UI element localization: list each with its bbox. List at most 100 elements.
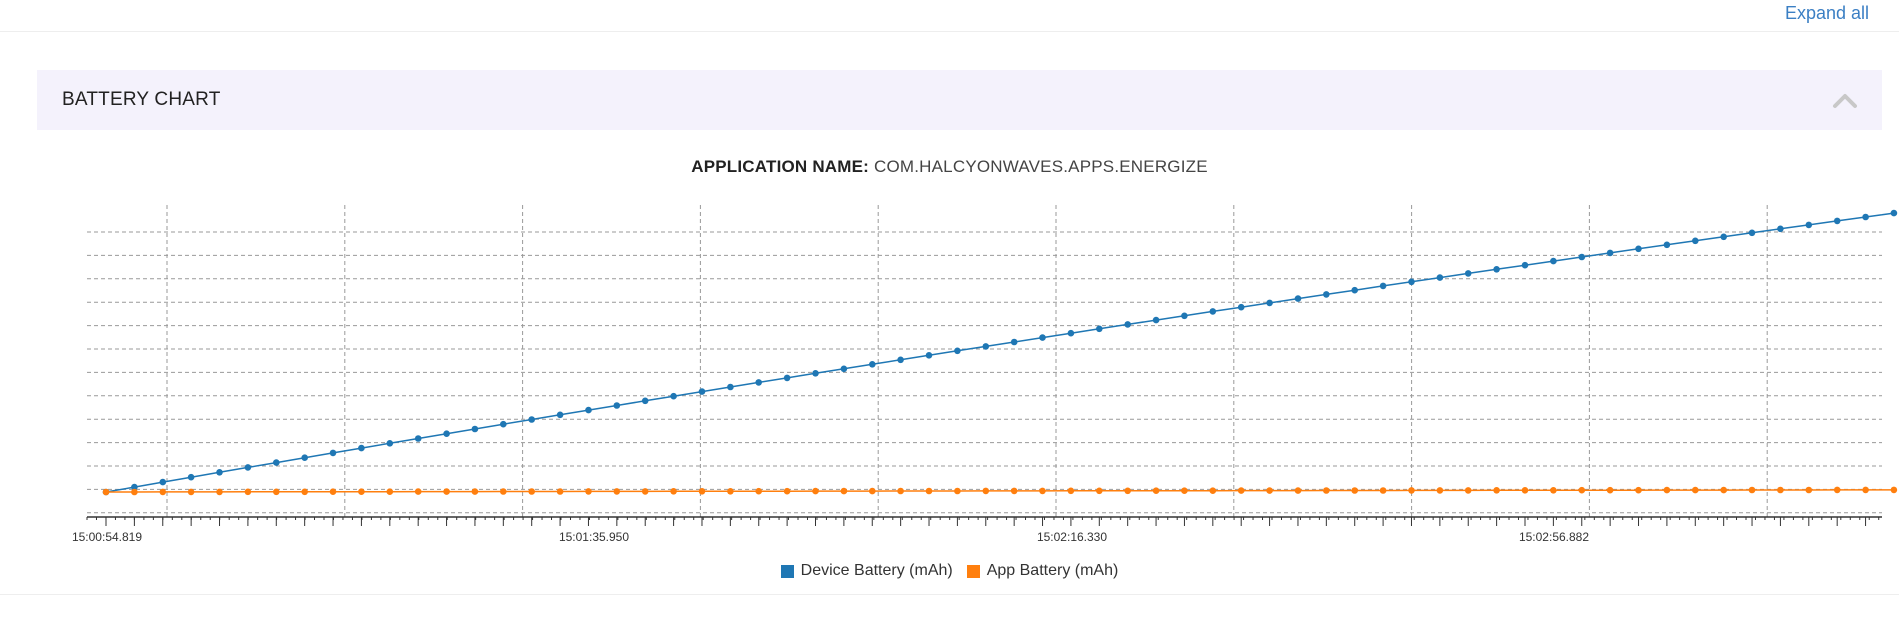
- app-battery-point: [471, 488, 479, 495]
- app-battery-point: [273, 488, 280, 496]
- device-battery-point: [1464, 270, 1472, 277]
- application-name: APPLICATION NAME: COM.HALCYONWAVES.APPS.…: [0, 157, 1899, 177]
- app-battery-point: [727, 488, 734, 495]
- app-battery-point: [131, 488, 138, 496]
- device-battery-point: [982, 343, 990, 350]
- battery-chart-panel-header[interactable]: BATTERY CHART: [37, 70, 1882, 130]
- device-battery-point: [1408, 278, 1415, 286]
- app-battery-point: [1692, 486, 1699, 494]
- app-battery-point: [528, 488, 535, 495]
- app-battery-point: [925, 487, 933, 495]
- app-battery-point: [698, 488, 706, 495]
- app-battery-point: [1408, 487, 1415, 494]
- app-battery-point: [670, 488, 677, 495]
- device-battery-point: [1096, 325, 1103, 333]
- device-battery-point: [897, 356, 904, 364]
- device-battery-point: [1152, 316, 1160, 324]
- app-battery-point: [1323, 487, 1330, 494]
- app-battery-point: [1266, 487, 1273, 494]
- device-battery-point: [443, 430, 450, 437]
- app-battery-point: [1294, 487, 1302, 494]
- app-battery-point: [954, 487, 961, 495]
- device-battery-point: [840, 365, 848, 373]
- device-battery-point: [1550, 257, 1557, 265]
- app-battery-point: [1096, 487, 1103, 495]
- app-battery-point: [1351, 487, 1358, 494]
- app-battery-point: [329, 488, 337, 496]
- device-battery-point: [1039, 334, 1046, 341]
- device-battery-point: [1351, 286, 1358, 294]
- device-battery-point: [1237, 303, 1245, 311]
- device-battery-point: [1067, 329, 1075, 337]
- device-battery-point: [613, 402, 621, 409]
- device-battery-point: [1209, 308, 1217, 315]
- bottom-divider: [0, 594, 1899, 595]
- application-name-label: APPLICATION NAME:: [691, 157, 870, 176]
- device-battery-point: [641, 397, 649, 405]
- app-battery-point: [1067, 487, 1075, 495]
- app-battery-point: [1379, 487, 1387, 494]
- app-battery-point: [358, 488, 365, 496]
- app-battery-point: [1663, 486, 1671, 494]
- app-battery-point: [102, 488, 110, 496]
- app-battery-point: [386, 488, 394, 496]
- device-battery-point: [216, 469, 223, 476]
- app-battery-point: [1578, 486, 1586, 494]
- device-battery-point: [1323, 291, 1330, 298]
- device-battery-point: [556, 411, 564, 419]
- app-battery-point: [187, 488, 195, 496]
- app-battery-point: [812, 487, 819, 495]
- legend-swatch-device: [780, 564, 794, 578]
- x-tick-label: 15:02:16.330: [1037, 530, 1107, 544]
- app-battery-point: [1464, 487, 1472, 494]
- device-battery-point: [1606, 249, 1614, 257]
- device-battery-point: [414, 435, 422, 442]
- app-battery-point: [1833, 486, 1841, 494]
- app-battery-point: [982, 487, 990, 495]
- app-battery-point: [585, 488, 592, 495]
- device-battery-point: [1777, 225, 1784, 233]
- device-battery-point: [244, 464, 252, 471]
- app-battery-point: [1777, 486, 1784, 494]
- device-battery-point: [698, 388, 706, 395]
- device-battery-point: [670, 392, 677, 400]
- device-battery-point: [783, 374, 791, 382]
- app-battery-point: [641, 488, 649, 495]
- device-battery-point: [471, 425, 479, 433]
- app-battery-point: [783, 487, 791, 495]
- x-tick-label: 15:02:56.882: [1519, 530, 1589, 544]
- legend-label-device: Device Battery (mAh): [800, 562, 953, 579]
- chart-legend: Device Battery (mAh) App Battery (mAh): [0, 562, 1899, 580]
- device-battery-point: [755, 379, 762, 386]
- device-battery-point: [358, 444, 365, 452]
- device-battery-point: [925, 352, 933, 359]
- device-battery-point: [1436, 274, 1444, 281]
- device-battery-point: [1124, 321, 1131, 328]
- legend-label-app: App Battery (mAh): [986, 562, 1119, 579]
- app-battery-point: [840, 487, 848, 495]
- app-battery-point: [1720, 486, 1727, 494]
- app-battery-point: [1748, 486, 1756, 494]
- app-battery-line: [106, 489, 1894, 493]
- app-battery-point: [301, 488, 309, 496]
- device-battery-point: [1493, 266, 1500, 273]
- app-battery-point: [1181, 487, 1188, 495]
- x-tick-label: 15:00:54.819: [72, 530, 142, 544]
- device-battery-point: [1862, 213, 1869, 221]
- legend-item-device-battery[interactable]: Device Battery (mAh): [780, 562, 953, 580]
- chevron-up-icon[interactable]: [1830, 85, 1860, 115]
- device-battery-point: [1521, 261, 1529, 269]
- app-battery-point: [1805, 486, 1813, 494]
- app-battery-point: [244, 488, 252, 496]
- device-battery-point: [1692, 237, 1699, 245]
- app-battery-point: [1124, 487, 1131, 495]
- device-battery-point: [1635, 245, 1642, 253]
- app-battery-point: [755, 487, 762, 495]
- app-battery-point: [1039, 487, 1046, 495]
- expand-all-link[interactable]: Expand all: [1784, 3, 1869, 23]
- app-battery-point: [159, 488, 167, 496]
- device-battery-point: [1833, 217, 1841, 225]
- app-battery-point: [500, 488, 507, 495]
- legend-item-app-battery[interactable]: App Battery (mAh): [966, 562, 1119, 580]
- app-battery-point: [1635, 486, 1642, 494]
